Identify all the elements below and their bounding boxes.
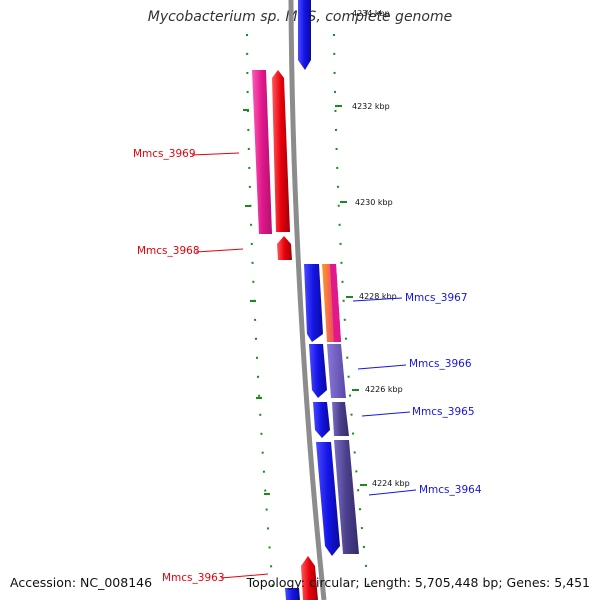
gene-arrow-mmcs-3964[interactable] xyxy=(316,442,340,556)
gene-feature-mmcs-3967-stripe[interactable] xyxy=(330,264,341,342)
genome-backbone xyxy=(288,0,327,600)
tick-label-4224: 4224 kbp xyxy=(372,479,410,488)
tick-label-4230: 4230 kbp xyxy=(355,198,393,207)
gene-label-mmcs-3966[interactable]: Mmcs_3966 xyxy=(409,358,472,370)
gene-arrow-mmcs-3966[interactable] xyxy=(309,344,327,398)
gene-label-mmcs-3969[interactable]: Mmcs_3969 xyxy=(133,148,196,160)
gene-arrow-top-reverse[interactable] xyxy=(298,0,311,70)
tick-label-4226: 4226 kbp xyxy=(365,385,403,394)
label-leaders xyxy=(191,152,417,579)
gene-feature-mmcs-3964-outer[interactable] xyxy=(334,440,359,554)
gene-label-mmcs-3965[interactable]: Mmcs_3965 xyxy=(412,406,475,418)
gene-arrow-mmcs-3967[interactable] xyxy=(304,264,323,342)
gene-feature-mmcs-3966-outer[interactable] xyxy=(327,344,346,398)
gene-arrow-mmcs-3965[interactable] xyxy=(313,402,330,438)
gene-label-mmcs-3968[interactable]: Mmcs_3968 xyxy=(137,245,200,257)
accession-text: Accession: NC_008146 xyxy=(10,575,153,590)
gene-arrow-mmcs-3969[interactable] xyxy=(272,70,290,232)
gene-label-mmcs-3967[interactable]: Mmcs_3967 xyxy=(405,292,468,304)
gene-feature-mmcs-3969-outer[interactable] xyxy=(252,70,272,234)
gene-arrow-mmcs-3963[interactable] xyxy=(301,556,318,600)
topology-text: Topology: circular; Length: 5,705,448 bp… xyxy=(246,575,590,590)
tick-label-4232: 4232 kbp xyxy=(352,102,390,111)
major-ticks xyxy=(243,105,367,495)
tick-label-4234: 4234 kbp xyxy=(352,9,390,18)
tick-label-4228: 4228 kbp xyxy=(359,292,397,301)
gene-label-mmcs-3964[interactable]: Mmcs_3964 xyxy=(419,484,482,496)
gene-label-mmcs-3963[interactable]: Mmcs_3963 xyxy=(162,572,225,584)
gene-arrow-mmcs-3968[interactable] xyxy=(277,236,292,260)
gene-arrow-bottom-reverse[interactable] xyxy=(285,588,300,600)
gene-feature-mmcs-3965-outer[interactable] xyxy=(332,402,349,436)
